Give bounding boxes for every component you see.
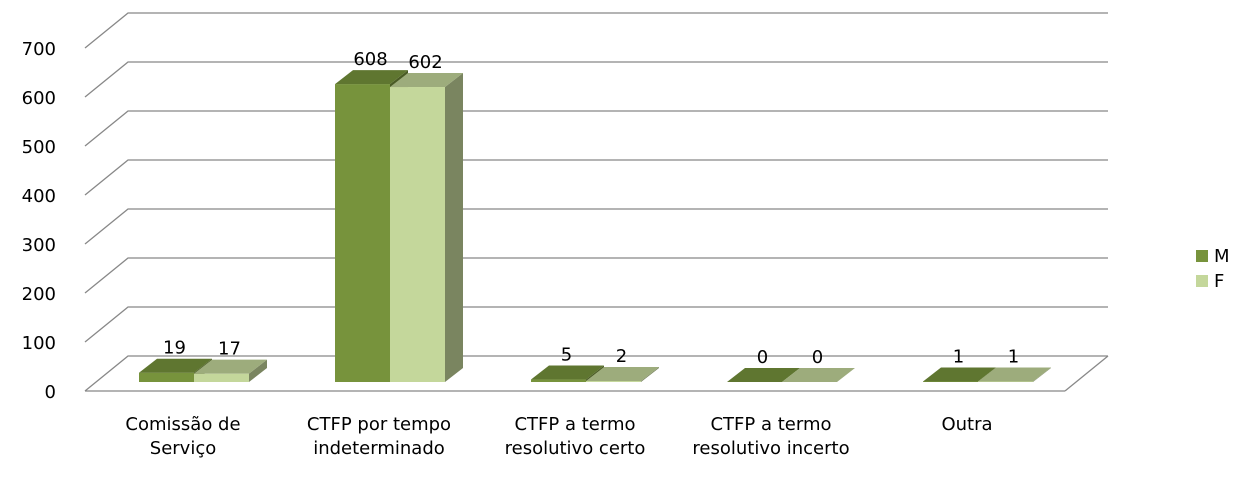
grid-line xyxy=(84,12,1108,49)
legend-swatch xyxy=(1196,275,1208,287)
y-tick-label: 500 xyxy=(22,137,56,158)
y-tick-label: 400 xyxy=(22,186,56,207)
bar-top xyxy=(194,359,267,374)
bar-top xyxy=(782,368,855,382)
value-label: 602 xyxy=(408,52,442,73)
legend-label: F xyxy=(1214,271,1224,292)
bar xyxy=(531,379,586,382)
value-label: 1 xyxy=(953,347,964,368)
grid-line xyxy=(84,110,1108,147)
y-tick-label: 700 xyxy=(22,39,56,60)
y-tick-label: 0 xyxy=(45,382,56,403)
bar xyxy=(139,372,194,382)
x-tick-label: Comissão de Serviço xyxy=(125,414,241,459)
value-label: 0 xyxy=(757,347,768,368)
bar-top xyxy=(335,70,408,85)
bar-side xyxy=(445,73,463,383)
value-label: 0 xyxy=(812,347,823,368)
bar-side xyxy=(641,367,659,382)
bar-top xyxy=(139,358,212,373)
bar-top xyxy=(390,73,463,88)
y-tick-label: 100 xyxy=(22,333,56,354)
value-label: 5 xyxy=(561,345,572,366)
bar-top xyxy=(923,367,996,382)
x-tick-label: CTFP a termo resolutivo certo xyxy=(504,414,646,459)
x-tick-label: CTFP a termo resolutivo incerto xyxy=(692,414,850,459)
grid-line xyxy=(84,159,1108,196)
bar-top xyxy=(586,367,659,382)
grid-line xyxy=(84,208,1108,245)
value-label: 19 xyxy=(163,338,186,359)
axis xyxy=(1064,355,1109,392)
x-tick-label: Outra xyxy=(941,414,993,435)
legend-label: M xyxy=(1214,246,1230,267)
grid-line xyxy=(84,61,1108,98)
grid-line xyxy=(84,306,1108,343)
value-label: 1 xyxy=(1008,347,1019,368)
legend-swatch xyxy=(1196,250,1208,262)
bar xyxy=(335,84,390,382)
bar xyxy=(390,87,445,383)
bar-top xyxy=(978,367,1051,382)
value-label: 608 xyxy=(353,49,387,70)
bar-top xyxy=(727,368,800,382)
y-tick-label: 600 xyxy=(22,88,56,109)
grid-line xyxy=(84,257,1108,294)
bar-side xyxy=(249,359,267,382)
bar-side xyxy=(1033,367,1051,382)
bar xyxy=(194,373,249,382)
bar xyxy=(586,381,641,382)
value-label: 17 xyxy=(218,339,241,360)
y-tick-label: 300 xyxy=(22,235,56,256)
x-tick-label: CTFP por tempo indeterminado xyxy=(306,414,452,459)
value-label: 2 xyxy=(616,346,627,367)
grid-line xyxy=(84,355,1108,392)
y-tick-label: 200 xyxy=(22,284,56,305)
bar-top xyxy=(531,365,604,380)
